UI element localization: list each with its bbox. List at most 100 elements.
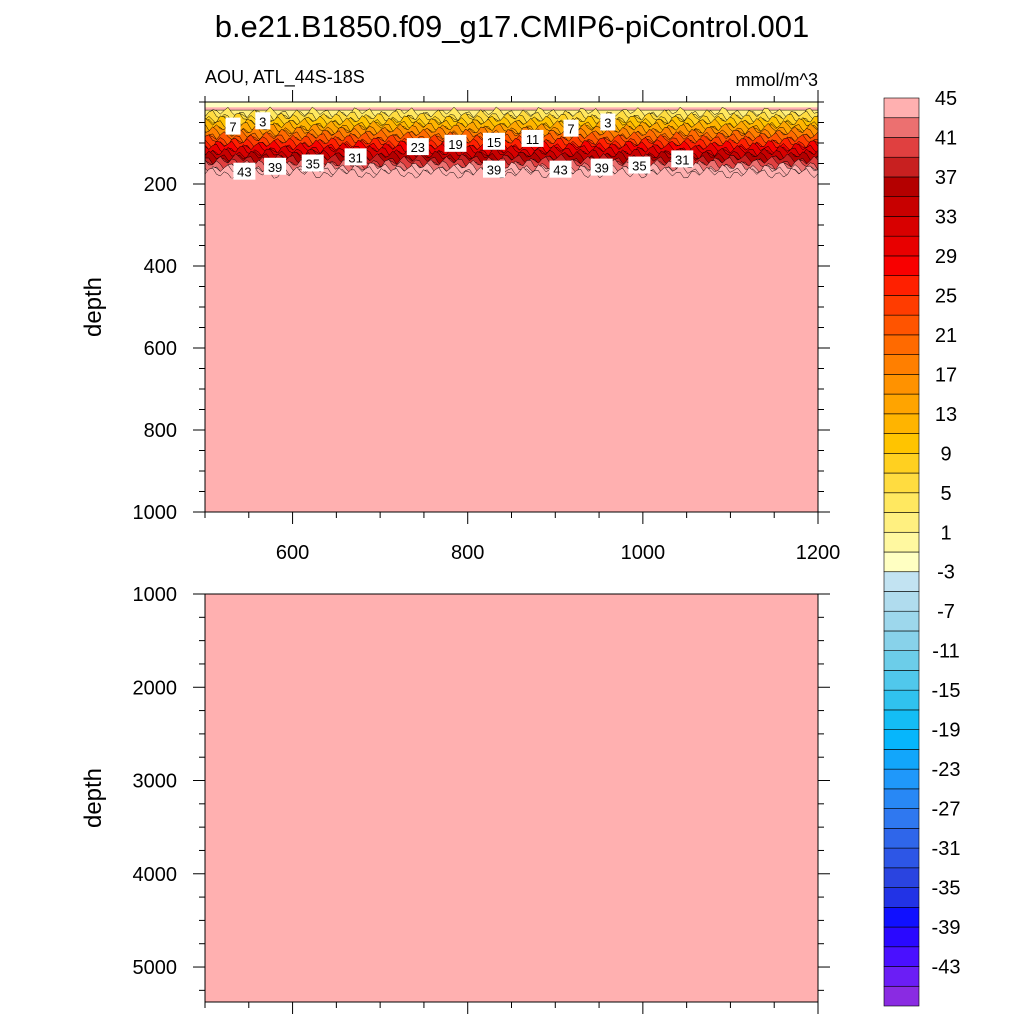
colorbar-swatch <box>883 571 920 592</box>
colorbar-swatch <box>883 966 920 987</box>
y-tick-label: 200 <box>144 174 177 196</box>
colorbar-swatch <box>883 788 920 809</box>
colorbar-tick-label: 13 <box>935 404 957 426</box>
svg-text:39: 39 <box>268 160 282 175</box>
x-tick-label: 600 <box>276 542 309 564</box>
svg-text:11: 11 <box>526 132 540 147</box>
contour-label: 7 <box>225 117 241 135</box>
colorbar-swatch <box>883 374 920 395</box>
contour-label: 15 <box>482 132 505 150</box>
svg-text:43: 43 <box>237 165 251 180</box>
colorbar-swatch <box>883 235 920 257</box>
contour-label: 39 <box>590 158 613 176</box>
colorbar-swatch <box>883 650 920 671</box>
colorbar-tick-label: 5 <box>940 483 951 505</box>
colorbar-swatch <box>883 472 920 494</box>
colorbar-swatch <box>883 749 920 770</box>
colorbar-swatch <box>883 709 920 730</box>
colorbar-swatch <box>883 196 920 217</box>
colorbar-swatch <box>883 453 920 474</box>
x-tick-label: 1200 <box>796 542 841 564</box>
colorbar-tick-label: -35 <box>932 878 961 900</box>
colorbar-tick-label: 25 <box>935 285 957 307</box>
colorbar-swatch <box>883 137 920 158</box>
colorbar-tick-label: -15 <box>932 680 961 702</box>
contour-label: 35 <box>301 154 324 172</box>
colorbar-swatch <box>883 926 920 948</box>
colorbar-tick-label: -23 <box>932 759 961 781</box>
colorbar-tick-label: -31 <box>932 838 961 860</box>
colorbar-swatch <box>883 985 920 1007</box>
panel-fill <box>205 594 818 1002</box>
colorbar-tick-label: 1 <box>940 522 951 544</box>
contour-label: 19 <box>444 134 467 152</box>
colorbar-tick-label: -3 <box>937 562 955 584</box>
colorbar-tick-label: 37 <box>935 167 957 189</box>
colorbar-tick-label: -27 <box>932 799 961 821</box>
svg-text:35: 35 <box>632 159 646 174</box>
colorbar-swatch <box>883 413 920 434</box>
colorbar-swatch <box>883 393 920 415</box>
colorbar-tick-label: 33 <box>935 206 957 228</box>
colorbar-swatch <box>883 512 920 533</box>
contour-fill <box>205 102 818 512</box>
colorbar-swatch <box>883 216 920 237</box>
contour-label: 23 <box>406 138 429 156</box>
saturated-fill <box>205 178 818 512</box>
colorbar-swatch <box>883 887 920 908</box>
colorbar-swatch <box>883 808 920 829</box>
colorbar-swatch <box>883 670 920 691</box>
y-tick-label: 3000 <box>133 771 178 793</box>
svg-text:23: 23 <box>411 140 425 155</box>
x-tick-label: 1000 <box>621 542 666 564</box>
lower-panel: 1000 2000 3000 4000 5000 depth <box>80 584 830 1014</box>
contour-label: 3 <box>255 112 271 130</box>
colorbar-swatch <box>883 334 920 355</box>
contour-label: 35 <box>628 156 651 174</box>
colorbar-tick-label: 45 <box>935 88 957 110</box>
svg-text:7: 7 <box>567 122 574 137</box>
colorbar-swatch <box>883 591 920 612</box>
upper-panel: 7 3 43 39 35 31 23 19 15 11 7 3 39 43 39 35 31 200 400 600 8… <box>80 90 840 564</box>
colorbar-swatch <box>883 907 920 928</box>
y-tick-label: 2000 <box>133 677 178 699</box>
colorbar-swatch <box>883 630 920 651</box>
svg-text:7: 7 <box>229 120 236 135</box>
svg-text:3: 3 <box>604 116 611 131</box>
surface-negative-band <box>205 102 818 108</box>
colorbar-swatch <box>883 867 920 888</box>
colorbar-tick-label: 21 <box>935 325 957 347</box>
colorbar-swatch <box>883 946 920 967</box>
contour-label: 3 <box>600 113 616 131</box>
colorbar-swatch <box>883 97 920 119</box>
svg-text:19: 19 <box>448 137 462 152</box>
colorbar-tick-label: -11 <box>932 641 959 663</box>
units-label: mmol/m^3 <box>736 70 818 90</box>
colorbar-tick-label: -39 <box>932 917 961 939</box>
y-tick-label: 1000 <box>133 584 178 606</box>
colorbar-tick-label: 9 <box>940 443 951 465</box>
colorbar-swatch <box>883 354 920 375</box>
colorbar-swatch <box>883 492 920 513</box>
contour-label: 39 <box>482 160 505 178</box>
contour-label: 39 <box>264 157 287 175</box>
y-tick-label: 600 <box>144 338 177 360</box>
svg-text:15: 15 <box>487 135 501 150</box>
colorbar-swatch <box>883 768 920 790</box>
svg-text:35: 35 <box>305 157 319 172</box>
colorbar-swatch <box>883 295 920 316</box>
contour-label: 31 <box>671 150 694 168</box>
y-tick-label: 4000 <box>133 864 178 886</box>
svg-text:39: 39 <box>594 161 608 176</box>
colorbar-swatch <box>883 117 920 138</box>
colorbar-tick-label: -7 <box>937 601 955 623</box>
colorbar-swatch <box>883 433 920 454</box>
colorbar-swatch <box>883 828 920 849</box>
contour-label: 7 <box>563 119 579 137</box>
colorbar-tick-label: -19 <box>932 720 961 742</box>
colorbar-tick-label: 17 <box>935 364 957 386</box>
colorbar-swatch <box>883 275 920 296</box>
colorbar-tick-label: 29 <box>935 246 957 268</box>
y-tick-label: 400 <box>144 256 177 278</box>
colorbar-swatch <box>883 176 920 197</box>
